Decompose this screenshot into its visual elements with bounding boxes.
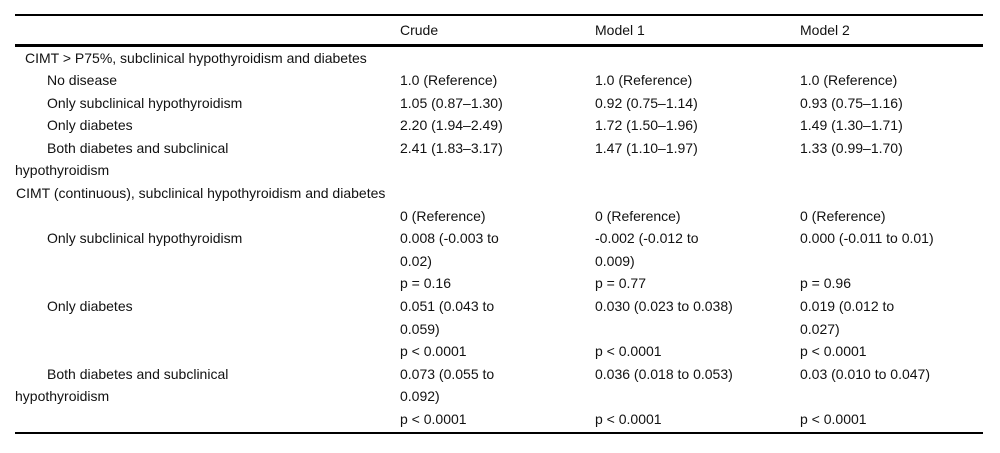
row-label: Only subclinical hypothyroidism [47, 230, 243, 247]
results-table-container: Crude Model 1 Model 2 CIMT > P75%, subcl… [15, 14, 983, 434]
cell-value: 0 (Reference) [400, 207, 486, 224]
cell-value: 0.008 (-0.003 to 0.02) [400, 230, 499, 269]
cell-value: 1.72 (1.50–1.96) [595, 117, 698, 134]
cell-value: 0 (Reference) [595, 207, 681, 224]
cell-value: p = 0.96 [800, 275, 851, 292]
table-row: Both diabetes and subclinical hypothyroi… [15, 137, 983, 182]
cell-value: 0.051 (0.043 to 0.059) [400, 298, 495, 337]
row-label [15, 272, 400, 295]
cell-value: 0.93 (0.75–1.16) [800, 94, 903, 111]
table-row: Only diabetes 2.20 (1.94–2.49) 1.72 (1.5… [15, 114, 983, 137]
cell-value: 0 (Reference) [800, 207, 886, 224]
cell-value: 0.036 (0.018 to 0.053) [595, 365, 733, 382]
cell-value: 1.47 (1.10–1.97) [595, 139, 698, 156]
cell-value: 1.0 (Reference) [595, 72, 693, 89]
cell-value: p < 0.0001 [400, 343, 467, 360]
table-row: 0 (Reference) 0 (Reference) 0 (Reference… [15, 205, 983, 228]
table-row: p < 0.0001 p < 0.0001 p < 0.0001 [15, 408, 983, 431]
table-row: No disease 1.0 (Reference) 1.0 (Referenc… [15, 69, 983, 92]
row-label: Only subclinical hypothyroidism [47, 94, 243, 111]
cell-value: p < 0.0001 [595, 411, 662, 427]
row-label: Only diabetes [47, 117, 133, 134]
cell-value: 1.49 (1.30–1.71) [800, 117, 903, 134]
row-label [15, 408, 400, 431]
cell-value: 0.92 (0.75–1.14) [595, 94, 698, 111]
cell-value: p < 0.0001 [400, 411, 467, 427]
cell-value: 1.0 (Reference) [400, 72, 498, 89]
row-label [15, 340, 400, 363]
cell-value: p = 0.77 [595, 275, 646, 292]
cell-value: p < 0.0001 [800, 343, 867, 360]
col-header-model2: Model 2 [800, 21, 850, 38]
cell-value: 0.073 (0.055 to 0.092) [400, 365, 495, 405]
table-row: Both diabetes and subclinical hypothyroi… [15, 363, 983, 408]
cell-value: 1.05 (0.87–1.30) [400, 94, 503, 111]
cell-value: p < 0.0001 [595, 343, 662, 360]
row-label [15, 205, 400, 228]
cell-value: 1.33 (0.99–1.70) [800, 139, 903, 156]
cell-value: -0.002 (-0.012 to 0.009) [595, 230, 699, 269]
col-header-empty [15, 15, 400, 45]
table-body: CIMT > P75%, subclinical hypothyroidism … [15, 45, 983, 433]
table-header: Crude Model 1 Model 2 [15, 15, 983, 45]
section-row: CIMT (continuous), subclinical hypothyro… [15, 182, 983, 205]
cell-value: 0.03 (0.010 to 0.047) [800, 365, 930, 382]
table-bottom-padding [15, 431, 983, 433]
row-label: No disease [47, 72, 118, 89]
table-row: p < 0.0001 p < 0.0001 p < 0.0001 [15, 340, 983, 363]
header-row: Crude Model 1 Model 2 [15, 15, 983, 45]
col-header-model1: Model 1 [595, 21, 645, 38]
cell-value: 0.000 (-0.011 to 0.01) [800, 230, 934, 247]
row-label: Both diabetes and subclinical hypothyroi… [15, 365, 229, 405]
cell-value: 0.019 (0.012 to 0.027) [800, 298, 895, 337]
section-row: CIMT > P75%, subclinical hypothyroidism … [15, 45, 983, 69]
cell-value: p < 0.0001 [800, 411, 867, 427]
results-table: Crude Model 1 Model 2 CIMT > P75%, subcl… [15, 14, 983, 434]
table-row: Only subclinical hypothyroidism 0.008 (-… [15, 227, 983, 272]
section-header: CIMT (continuous), subclinical hypothyro… [16, 185, 386, 202]
section-header: CIMT > P75%, subclinical hypothyroidism … [25, 49, 367, 66]
cell-value: p = 0.16 [400, 275, 451, 292]
cell-value: 2.20 (1.94–2.49) [400, 117, 503, 134]
row-label: Both diabetes and subclinical hypothyroi… [15, 139, 229, 179]
cell-value: 0.030 (0.023 to 0.038) [595, 298, 733, 315]
table-row: Only subclinical hypothyroidism 1.05 (0.… [15, 92, 983, 115]
table-row: Only diabetes 0.051 (0.043 to 0.059) 0.0… [15, 295, 983, 340]
row-label: Only diabetes [47, 298, 133, 315]
cell-value: 2.41 (1.83–3.17) [400, 139, 503, 156]
table-row: p = 0.16 p = 0.77 p = 0.96 [15, 272, 983, 295]
cell-value: 1.0 (Reference) [800, 72, 898, 89]
col-header-crude: Crude [400, 21, 439, 38]
